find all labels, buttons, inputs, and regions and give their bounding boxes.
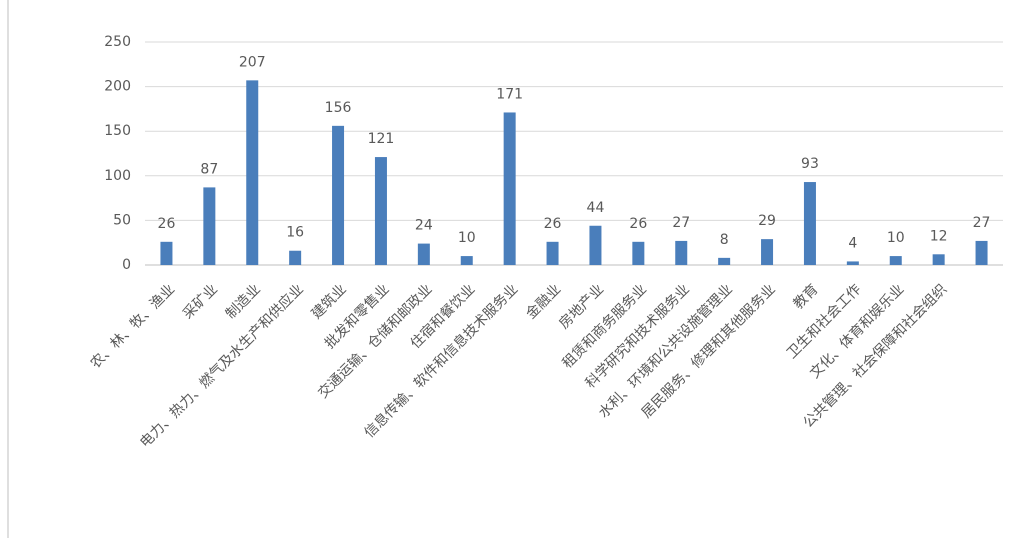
value-label: 29: [758, 213, 776, 229]
bar: [546, 241, 559, 265]
bar: [589, 225, 602, 265]
y-tick-label: 200: [104, 79, 131, 95]
value-label: 27: [672, 215, 690, 231]
bar: [932, 254, 945, 265]
value-label: 10: [887, 230, 905, 246]
x-tick-label: 卫生和社会工作: [784, 281, 865, 362]
value-label: 44: [587, 200, 605, 216]
bar: [203, 187, 216, 265]
x-tick-label: 农、林、牧、渔业: [88, 281, 179, 372]
bar: [374, 157, 387, 265]
bar: [289, 250, 302, 265]
x-tick-label: 制造业: [223, 281, 264, 322]
value-label: 26: [544, 216, 562, 232]
x-tick-label: 采矿业: [180, 281, 221, 322]
bar: [718, 257, 731, 265]
value-label: 12: [930, 228, 948, 244]
value-label: 27: [973, 215, 991, 231]
value-label: 10: [458, 230, 476, 246]
value-label: 26: [629, 216, 647, 232]
value-label: 24: [415, 218, 433, 234]
value-label: 171: [496, 86, 523, 102]
bar: [460, 256, 473, 265]
bar: [246, 80, 259, 265]
bar: [975, 240, 988, 265]
value-label: 87: [200, 161, 218, 177]
bar: [675, 240, 688, 265]
bar: [160, 241, 173, 265]
x-tick-label: 金融业: [523, 281, 564, 322]
value-label: 93: [801, 156, 819, 172]
x-tick-label: 建筑业: [309, 281, 350, 322]
value-label: 26: [158, 216, 176, 232]
y-tick-label: 0: [122, 257, 131, 273]
bar: [632, 241, 645, 265]
bar: [889, 256, 902, 265]
y-tick-label: 150: [104, 123, 131, 139]
value-label: 4: [848, 235, 857, 251]
value-label: 8: [720, 232, 729, 248]
bar: [332, 125, 345, 266]
x-tick-label: 教育: [790, 281, 821, 312]
x-tick-label: 信息传输、软件和信息技术服务业: [361, 281, 522, 442]
bar: [803, 182, 816, 265]
y-tick-label: 100: [104, 168, 131, 184]
bar: [761, 239, 774, 265]
value-label: 207: [239, 54, 266, 70]
bar: [503, 112, 516, 265]
value-label: 16: [286, 225, 304, 241]
y-tick-label: 250: [104, 34, 131, 50]
value-label: 121: [368, 131, 395, 147]
bar: [417, 243, 430, 265]
bar: [846, 261, 859, 265]
value-label: 156: [325, 100, 352, 116]
y-tick-label: 50: [113, 212, 131, 228]
